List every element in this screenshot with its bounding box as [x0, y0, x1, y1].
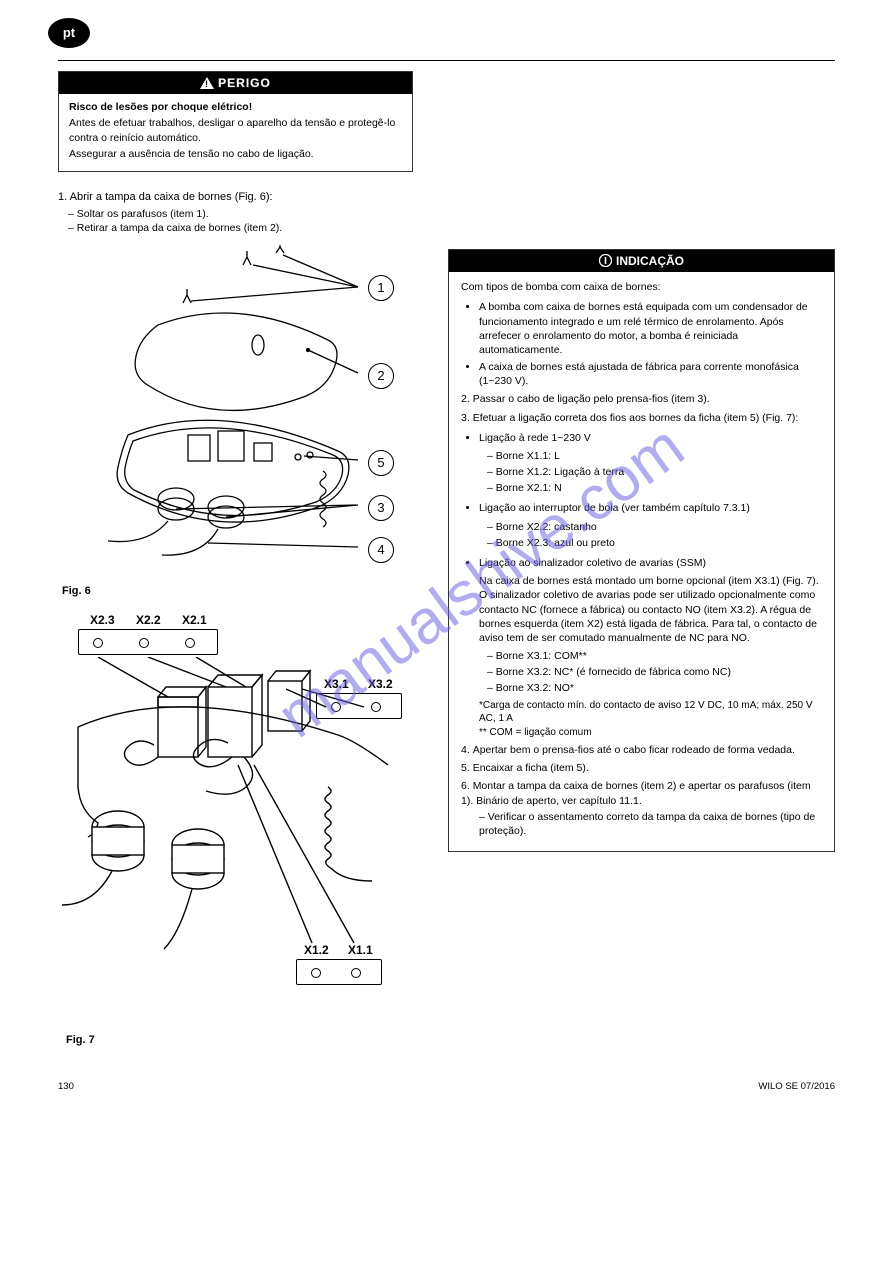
- step-3-group-a: Ligação à rede 1~230 V: [479, 431, 822, 445]
- step-1-bullets: Soltar os parafusos (item 1). Retirar a …: [68, 207, 835, 235]
- fig6-callout-1: 1: [368, 275, 394, 301]
- step-5: 5. Encaixar a ficha (item 5).: [461, 761, 822, 775]
- step-1-bullet-2: Retirar a tampa da caixa de bornes (item…: [68, 221, 835, 235]
- danger-line-3: Assegurar a ausência de tensão no cabo d…: [69, 147, 402, 161]
- top-divider: [58, 60, 835, 61]
- info-box: INDICAÇÃO Com tipos de bomba com caixa d…: [448, 249, 835, 852]
- s3a-3: Borne X2.1: N: [487, 481, 822, 495]
- fig6-callout-2: 2: [368, 363, 394, 389]
- step-1-bullet-1: Soltar os parafusos (item 1).: [68, 207, 835, 221]
- info-icon: [599, 254, 612, 267]
- page-footer: 130 WILO SE 07/2016: [58, 1081, 835, 1094]
- figure-6: 1 2 5 3 4 Fig. 6: [58, 245, 408, 605]
- fig6-callout-5: 5: [368, 450, 394, 476]
- step-6: 6. Montar a tampa da caixa de bornes (it…: [461, 779, 822, 807]
- s3b-1: Borne X2.2: castanho: [487, 520, 822, 534]
- footnote-2: ** COM = ligação comum: [479, 726, 822, 740]
- danger-line-2: Antes de efetuar trabalhos, desligar o a…: [69, 116, 402, 144]
- s3c-2: Borne X3.2: NC* (é fornecido de fábrica …: [487, 665, 822, 679]
- s3a-1: Borne X1.1: L: [487, 449, 822, 463]
- info-header: INDICAÇÃO: [449, 250, 834, 272]
- step-3-list-a: Borne X1.1: L Borne X1.2: Ligação à terr…: [487, 449, 822, 496]
- step-4: 4. Apertar bem o prensa-fios até o cabo …: [461, 743, 822, 757]
- footnote-1: *Carga de contacto mín. do contacto de a…: [479, 699, 822, 726]
- danger-header: ! PERIGO: [59, 72, 412, 94]
- fig6-callout-3: 3: [368, 495, 394, 521]
- s3c-3: Borne X3.2: NO*: [487, 681, 822, 695]
- step-6-sub: Verificar o assentamento correto da tamp…: [479, 810, 822, 838]
- step-6-sub-1: Verificar o assentamento correto da tamp…: [479, 810, 822, 838]
- step-3-group-b: Ligação ao interruptor de boia (ver tamb…: [479, 501, 822, 515]
- fig7-x22-label: X2.2: [136, 613, 161, 627]
- figure-7-label: Fig. 7: [66, 1033, 95, 1048]
- info-title: INDICAÇÃO: [616, 254, 684, 268]
- danger-line-1: Risco de lesões por choque elétrico!: [69, 100, 402, 114]
- figure-7: X2.3 X2.2 X2.1 X3.1 X3.2: [58, 609, 408, 1049]
- step-2: 2. Passar o cabo de ligação pelo prensa-…: [461, 392, 822, 406]
- info-intro-bul-2: A caixa de bornes está ajustada de fábri…: [479, 360, 822, 388]
- fig6-callout-4: 4: [368, 537, 394, 563]
- info-body: Com tipos de bomba com caixa de bornes: …: [449, 272, 834, 851]
- figure-7-svg: [58, 657, 408, 957]
- s3a-2: Borne X1.2: Ligação à terra: [487, 465, 822, 479]
- step-3-list-b: Borne X2.2: castanho Borne X2.3: azul ou…: [487, 520, 822, 550]
- footer-right: WILO SE 07/2016: [758, 1081, 835, 1094]
- step-1: 1. Abrir a tampa da caixa de bornes (Fig…: [58, 190, 835, 205]
- info-intro: Com tipos de bomba com caixa de bornes:: [461, 280, 822, 294]
- fig7-x21-label: X2.1: [182, 613, 207, 627]
- fig7-x2-box: [78, 629, 218, 655]
- step-3-header-a: Ligação à rede 1~230 V: [479, 431, 822, 445]
- figure-6-label: Fig. 6: [62, 584, 408, 599]
- step-3-header-b: Ligação ao interruptor de boia (ver tamb…: [479, 501, 822, 515]
- fig7-x11-label: X1.1: [348, 943, 373, 957]
- step-3: 3. Efetuar a ligação correta dos fios ao…: [461, 411, 822, 425]
- s3c-1: Borne X3.1: COM**: [487, 649, 822, 663]
- danger-body: Risco de lesões por choque elétrico! Ant…: [59, 94, 412, 171]
- step-3-c-intro: Na caixa de bornes está montado um borne…: [479, 574, 822, 645]
- s3b-2: Borne X2.3: azul ou preto: [487, 536, 822, 550]
- fig7-x1-box: [296, 959, 382, 985]
- warning-icon: !: [200, 77, 214, 89]
- svg-text:!: !: [205, 79, 209, 89]
- step-3-list-c: Borne X3.1: COM** Borne X3.2: NC* (é for…: [487, 649, 822, 696]
- info-intro-bul-1: A bomba com caixa de bornes está equipad…: [479, 300, 822, 357]
- language-badge: pt: [48, 18, 90, 48]
- info-intro-bullets: A bomba com caixa de bornes está equipad…: [479, 300, 822, 388]
- danger-box: ! PERIGO Risco de lesões por choque elétr…: [58, 71, 413, 172]
- fig7-x12-label: X1.2: [304, 943, 329, 957]
- danger-title: PERIGO: [218, 76, 271, 90]
- page-number: 130: [58, 1081, 74, 1094]
- figure-6-svg: [58, 245, 408, 575]
- step-3-header-c: Ligação ao sinalizador coletivo de avari…: [479, 556, 822, 570]
- fig7-x23-label: X2.3: [90, 613, 115, 627]
- step-3-group-c: Ligação ao sinalizador coletivo de avari…: [479, 556, 822, 570]
